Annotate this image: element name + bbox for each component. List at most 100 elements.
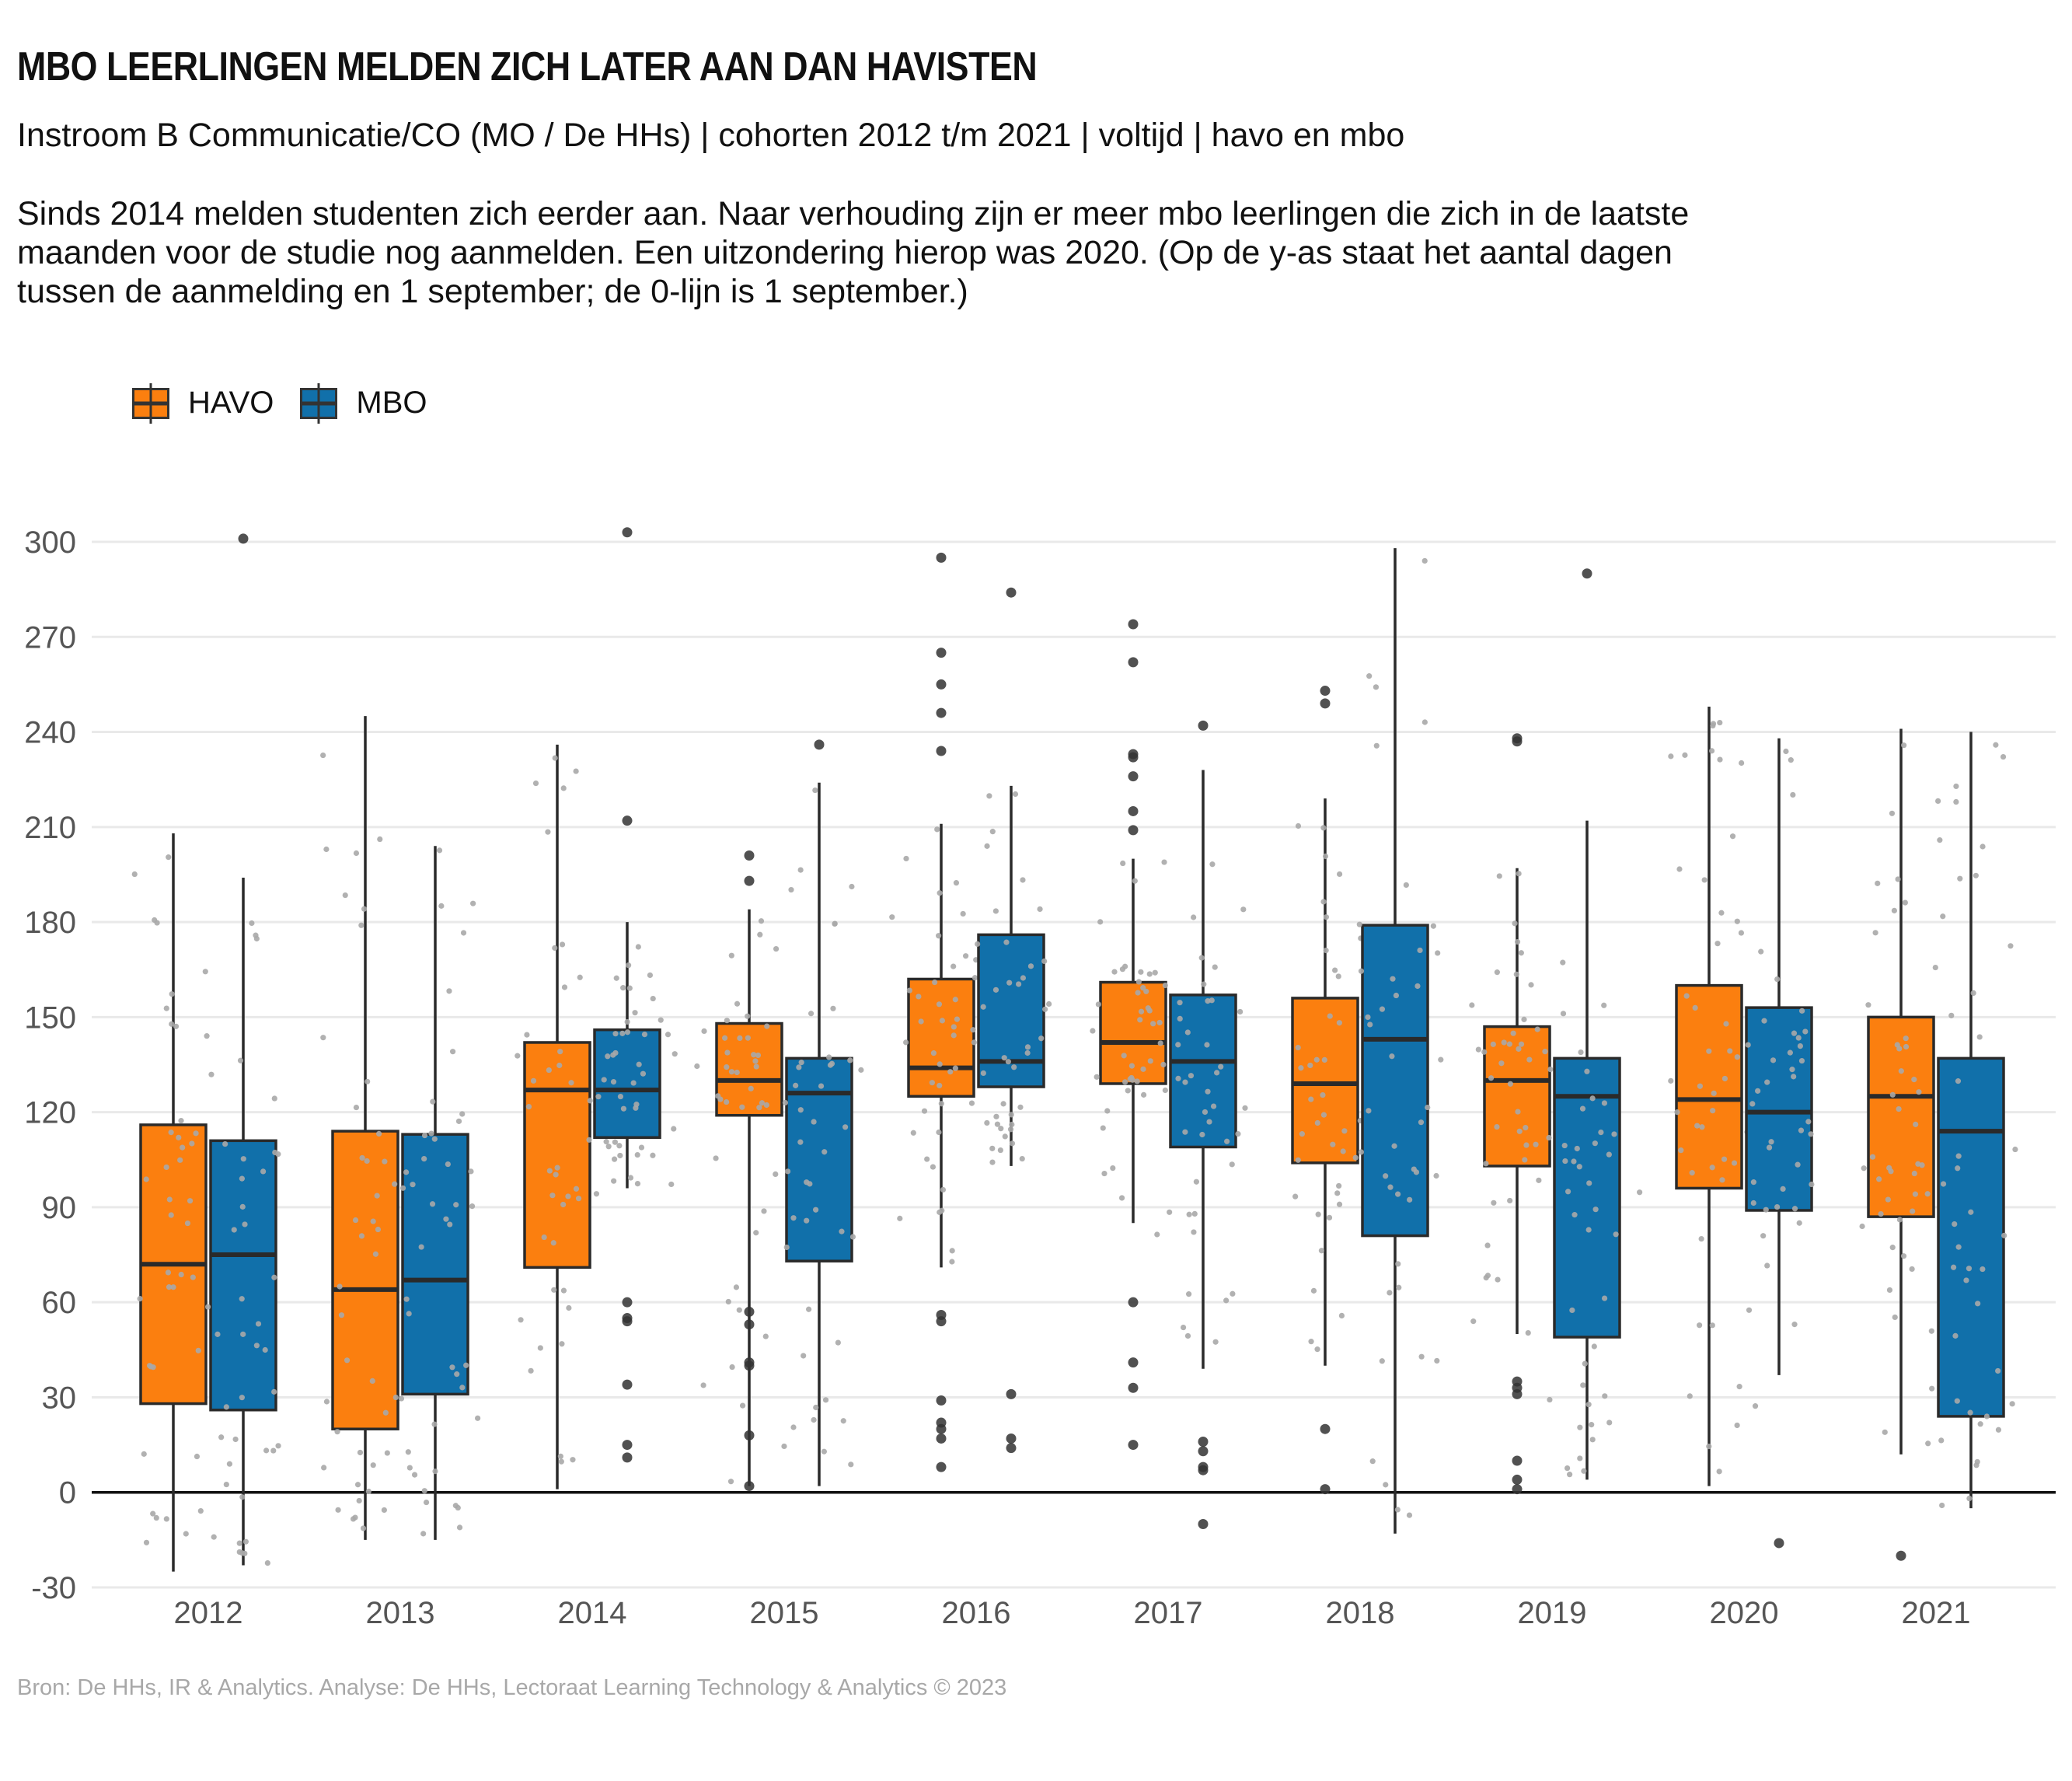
jitter-point (353, 850, 360, 857)
jitter-point (1326, 1214, 1333, 1221)
outlier-point (1006, 1443, 1017, 1454)
jitter-point (1320, 1112, 1327, 1118)
jitter-point (601, 1077, 607, 1083)
jitter-point (377, 836, 383, 843)
jitter-point (1584, 1068, 1590, 1074)
jitter-point (335, 1507, 341, 1513)
jitter-point (1903, 1043, 1910, 1050)
jitter-point (411, 1472, 418, 1478)
jitter-point (153, 1514, 159, 1521)
jitter-point (1564, 1465, 1571, 1472)
jitter-point (163, 1164, 169, 1171)
jitter-point (1516, 1046, 1522, 1052)
jitter-point (475, 1415, 481, 1421)
y-tick-label: -30 (31, 1571, 76, 1605)
jitter-point (992, 987, 999, 993)
jitter-point (1295, 1044, 1301, 1051)
jitter-point (429, 1201, 436, 1207)
jitter-point (1564, 1189, 1571, 1195)
jitter-point (382, 1409, 389, 1416)
jitter-point (1314, 1119, 1320, 1126)
jitter-point (1611, 1131, 1617, 1137)
jitter-point (1483, 1161, 1489, 1167)
jitter-point (1218, 1063, 1224, 1070)
jitter-point (197, 1507, 204, 1514)
jitter-point (759, 1100, 766, 1106)
jitter-point (1418, 1353, 1425, 1360)
jitter-point (1518, 950, 1524, 956)
jitter-point (410, 1182, 416, 1188)
jitter-point (1968, 1209, 1974, 1215)
jitter-point (398, 1395, 405, 1402)
jitter-point (1498, 1060, 1505, 1067)
jitter-point (1780, 1186, 1786, 1193)
jitter-point (365, 1078, 371, 1084)
jitter-point (849, 883, 855, 890)
caption-line: tussen de aanmelding en 1 september; de … (17, 273, 968, 310)
box-mbo (1937, 1056, 2005, 1418)
jitter-point (840, 1418, 846, 1424)
jitter-point (1135, 990, 1141, 996)
jitter-point (1805, 1119, 1812, 1125)
jitter-point (334, 1429, 340, 1435)
jitter-point (1764, 1262, 1770, 1269)
jitter-point (1161, 859, 1167, 865)
jitter-point (577, 974, 583, 980)
jitter-point (1911, 1077, 1917, 1083)
jitter-point (271, 1095, 277, 1102)
outlier-point (1198, 1465, 1209, 1475)
jitter-point (137, 1296, 143, 1302)
jitter-point (1582, 1360, 1588, 1367)
jitter-point (734, 1069, 740, 1076)
jitter-point (2009, 1401, 2015, 1407)
jitter-point (1336, 1020, 1342, 1026)
jitter-point (168, 1130, 174, 1136)
jitter-point (1323, 947, 1329, 954)
jitter-point (552, 755, 558, 761)
jitter-point (1912, 1191, 1919, 1197)
jitter-point (1929, 1385, 1935, 1392)
jitter-point (204, 1033, 210, 1039)
jitter-point (560, 785, 567, 791)
jitter-point (1469, 1002, 1475, 1008)
jitter-point (1191, 1229, 1197, 1235)
jitter-point (936, 1001, 943, 1007)
outlier-point (1198, 1518, 1209, 1529)
jitter-point (166, 1284, 173, 1290)
outlier-point (1128, 1382, 1139, 1393)
box-havo (331, 1130, 399, 1430)
jitter-point (1295, 1157, 1301, 1163)
jitter-point (1494, 1123, 1500, 1130)
jitter-point (647, 972, 654, 979)
jitter-point (1574, 1145, 1580, 1152)
outlier-point (1512, 1455, 1523, 1466)
jitter-point (812, 1207, 819, 1213)
jitter-point (459, 1111, 466, 1117)
jitter-point (1882, 1429, 1888, 1435)
jitter-point (1674, 1109, 1680, 1116)
jitter-point (1394, 1507, 1401, 1513)
jitter-point (1313, 1056, 1320, 1063)
outlier-point (622, 1440, 633, 1451)
jitter-point (421, 1488, 427, 1494)
outlier-point (1128, 771, 1139, 782)
jitter-point (1790, 791, 1796, 798)
jitter-point (1791, 1074, 1797, 1080)
jitter-point (924, 1156, 930, 1162)
jitter-point (1110, 1165, 1116, 1172)
jitter-point (1731, 1160, 1738, 1166)
jitter-point (1561, 1142, 1568, 1149)
jitter-point (1358, 968, 1365, 974)
jitter-point (357, 1449, 364, 1456)
jitter-point (835, 1339, 841, 1346)
jitter-point (1721, 1156, 1728, 1162)
jitter-point (1366, 673, 1373, 679)
jitter-point (807, 1181, 813, 1187)
jitter-point (930, 1050, 937, 1056)
jitter-point (634, 1151, 640, 1158)
jitter-point (1320, 1091, 1326, 1098)
jitter-point (202, 969, 208, 975)
outlier-point (1198, 1437, 1209, 1447)
jitter-point (166, 854, 172, 861)
jitter-point (980, 1070, 986, 1077)
